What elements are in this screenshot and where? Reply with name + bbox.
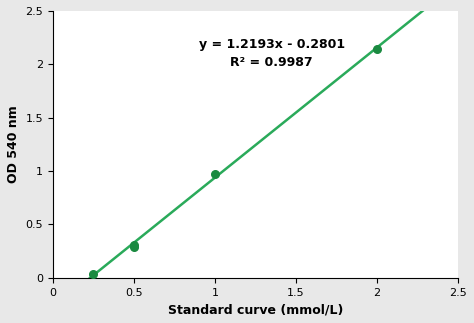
Point xyxy=(130,244,138,249)
X-axis label: Standard curve (mmol/L): Standard curve (mmol/L) xyxy=(168,303,343,316)
Text: y = 1.2193x - 0.2801: y = 1.2193x - 0.2801 xyxy=(199,37,345,51)
Text: R² = 0.9987: R² = 0.9987 xyxy=(230,56,313,69)
Y-axis label: OD 540 nm: OD 540 nm xyxy=(7,106,20,183)
Point xyxy=(130,242,138,247)
Point xyxy=(374,47,381,52)
Point xyxy=(211,172,219,177)
Point xyxy=(90,271,97,276)
